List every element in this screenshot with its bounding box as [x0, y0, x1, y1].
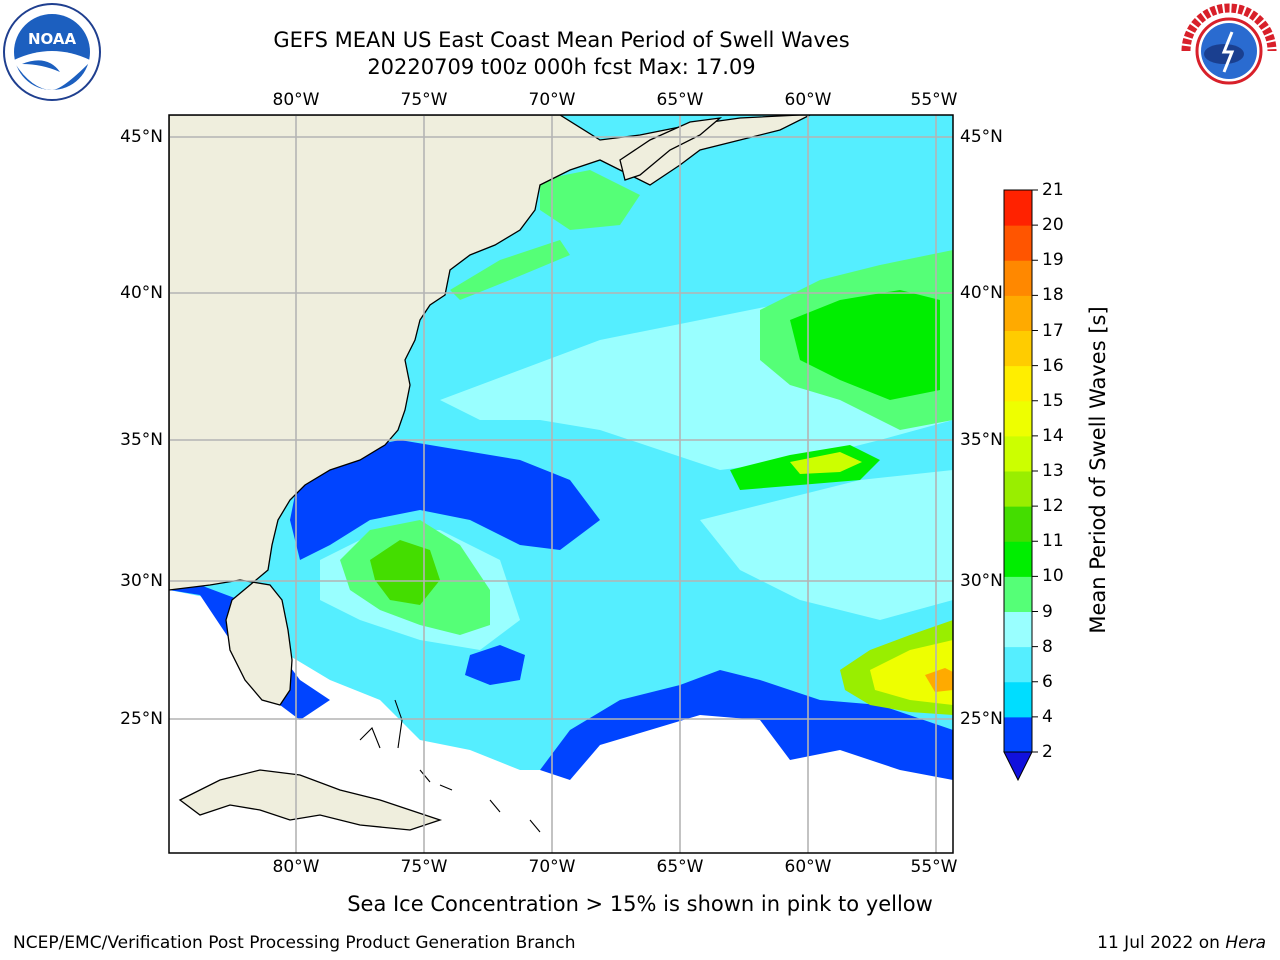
- map-frame: [168, 114, 954, 854]
- footer-date-text: 11 Jul 2022 on: [1097, 933, 1226, 953]
- lat-tick-left: 45°N: [120, 127, 163, 147]
- colorbar-tick-label: 10: [1042, 566, 1064, 587]
- low-period-patch: [465, 645, 525, 685]
- no-data-region: [169, 590, 953, 853]
- colorbar-tick-label: 11: [1042, 531, 1064, 552]
- lon-tick-top: 55°W: [910, 90, 958, 110]
- chart-subtitle: 20220709 t00z 000h fcst Max: 17.09: [367, 55, 756, 79]
- colorbar-segment: [1004, 716, 1032, 753]
- lon-tick-bottom: 65°W: [656, 857, 704, 877]
- lon-tick-bottom: 70°W: [528, 857, 576, 877]
- colorbar-segment: [1004, 330, 1032, 367]
- pale-band-east: [700, 470, 953, 620]
- noaa-logo: NOAA: [2, 2, 102, 102]
- swell-patch-bahamas-core: [370, 540, 440, 605]
- lon-tick-top: 70°W: [528, 90, 576, 110]
- colorbar-tick-label: 21: [1042, 180, 1064, 200]
- colorbar-segment: [1004, 435, 1032, 472]
- colorbar-segment: [1004, 295, 1032, 331]
- colorbar-tick-label: 2: [1042, 742, 1053, 762]
- swell-patch-gulf-of-maine: [540, 170, 640, 230]
- colorbar-segment: [1004, 190, 1032, 226]
- lat-tick-left: 40°N: [120, 283, 163, 303]
- lat-tick-right: 40°N: [960, 283, 1003, 303]
- land-nova-scotia: [619, 117, 723, 181]
- lat-tick-right: 25°N: [960, 709, 1003, 729]
- colorbar-segment: [1004, 365, 1032, 402]
- lat-tick-right: 30°N: [960, 571, 1003, 591]
- lon-tick-bottom: 55°W: [910, 857, 958, 877]
- lat-tick-left: 35°N: [120, 430, 163, 450]
- low-period-band-south: [540, 670, 953, 780]
- lat-tick-right: 45°N: [960, 127, 1003, 147]
- chart-title: GEFS MEAN US East Coast Mean Period of S…: [273, 28, 850, 52]
- lat-tick-left: 30°N: [120, 571, 163, 591]
- lat-tick-left: 25°N: [120, 709, 163, 729]
- colorbar-under-arrow: [1003, 751, 1033, 782]
- footer-credit: NCEP/EMC/Verification Post Processing Pr…: [13, 933, 576, 953]
- land-cuba: [178, 769, 443, 831]
- colorbar-tick-label: 9: [1042, 601, 1053, 622]
- footer-host: Hera: [1225, 933, 1266, 953]
- land-bahamas: [359, 699, 541, 833]
- colorbar-tick-label: 12: [1042, 496, 1064, 517]
- lon-tick-bottom: 75°W: [400, 857, 448, 877]
- footer-date: 11 Jul 2022 on Hera: [1097, 933, 1266, 953]
- map-graticule: [169, 115, 953, 853]
- long-period-patch-core: [870, 640, 953, 705]
- lon-tick-bottom: 80°W: [272, 857, 320, 877]
- colorbar-tick-label: 15: [1042, 390, 1064, 411]
- colorbar-segment: [1004, 471, 1032, 507]
- colorbar-segment: [1004, 400, 1032, 437]
- colorbar-tick-label: 13: [1042, 461, 1064, 481]
- colorbar-segment: [1004, 506, 1032, 542]
- colorbar: [1003, 189, 1038, 782]
- noaa-logo-text: NOAA: [28, 30, 77, 48]
- colorbar-tick-label: 17: [1042, 320, 1064, 341]
- colorbar-tick-label: 20: [1042, 215, 1064, 236]
- colorbar-tick-label: 6: [1042, 671, 1053, 692]
- lon-tick-top: 65°W: [656, 90, 704, 110]
- colorbar-segment: [1004, 681, 1032, 718]
- lon-tick-bottom: 60°W: [784, 857, 832, 877]
- colorbar-tick-label: 4: [1042, 706, 1053, 727]
- colorbar-segment: [1004, 225, 1032, 261]
- colorbar-tick-label: 19: [1042, 250, 1064, 271]
- colorbar-segment: [1004, 646, 1032, 683]
- colorbar-tick-label: 18: [1042, 285, 1064, 306]
- colorbar-tick-label: 16: [1042, 355, 1064, 376]
- lon-tick-top: 60°W: [784, 90, 832, 110]
- colorbar-tick-label: 14: [1042, 425, 1064, 446]
- swell-patch-northeast-core: [790, 290, 940, 400]
- map-plot-area: [169, 115, 953, 853]
- national-weather-service-logo: [1180, 2, 1278, 100]
- low-period-band-bahamas: [290, 440, 600, 560]
- colorbar-segment: [1004, 611, 1032, 648]
- lat-tick-right: 35°N: [960, 430, 1003, 450]
- colorbar-title: Mean Period of Swell Waves [s]: [1086, 306, 1110, 634]
- colorbar-segment: [1004, 260, 1032, 296]
- lon-tick-top: 75°W: [400, 90, 448, 110]
- land-north-america: [169, 115, 811, 706]
- swell-patch-coastal: [450, 240, 570, 300]
- colorbar-segment: [1004, 541, 1032, 577]
- long-period-patch-peak: [925, 668, 953, 692]
- sea-ice-note: Sea Ice Concentration > 15% is shown in …: [347, 892, 933, 916]
- lon-tick-top: 80°W: [272, 90, 320, 110]
- colorbar-tick-label: 8: [1042, 636, 1053, 657]
- colorbar-segment: [1004, 576, 1032, 612]
